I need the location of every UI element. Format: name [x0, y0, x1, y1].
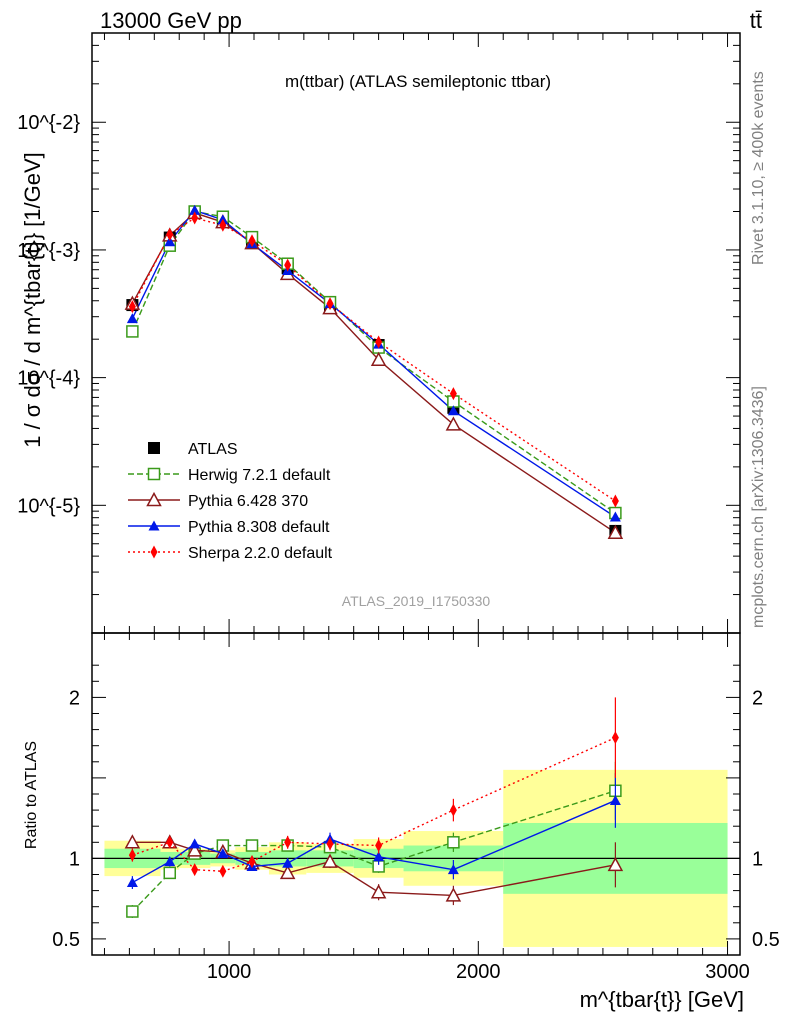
- data-point: [447, 405, 459, 416]
- ratio-series-line: [132, 799, 616, 884]
- data-point: [445, 887, 462, 902]
- ratio-tick-label-right: 0.5: [752, 929, 780, 951]
- data-point: [322, 853, 338, 868]
- data-point: [326, 837, 334, 851]
- data-point: [126, 325, 139, 338]
- data-point: [128, 848, 136, 862]
- x-tick-label: 2000: [456, 961, 501, 983]
- y-tick-label: 10^{-2}: [17, 112, 80, 134]
- data-point: [148, 442, 160, 454]
- data-point: [245, 839, 259, 852]
- ratio-tick-label-right: 1: [752, 848, 763, 870]
- ratio-series-line: [132, 841, 616, 897]
- x-tick-label: 3000: [705, 961, 750, 983]
- legend-label: Pythia 6.428 370: [188, 493, 308, 510]
- legend: ATLAS Herwig 7.2.1 default Pythia 6.428 37…: [128, 441, 333, 562]
- ratio-tick-label: 2: [69, 687, 80, 709]
- y-tick-label: 10^{-4}: [17, 368, 80, 390]
- data-point: [449, 387, 457, 401]
- data-point: [186, 842, 203, 857]
- data-point: [219, 864, 227, 878]
- data-point: [375, 335, 383, 349]
- data-point: [375, 839, 383, 853]
- data-point: [191, 863, 199, 877]
- data-point: [370, 884, 387, 899]
- data-point: [189, 838, 201, 849]
- mcplots-label: mcplots.cern.ch [arXiv:1306.3436]: [750, 386, 767, 628]
- ratio-series-line: [132, 737, 616, 872]
- data-point: [609, 794, 621, 805]
- data-point: [607, 856, 624, 872]
- legend-label: Herwig 7.2.1 default: [188, 467, 331, 484]
- data-point: [447, 836, 460, 849]
- data-point: [150, 545, 158, 559]
- data-point: [326, 297, 334, 311]
- header-energy-label: 13000 GeV pp: [100, 8, 242, 33]
- data-point: [189, 204, 201, 215]
- chart-title: m(ttbar) (ATLAS semileptonic ttbar): [285, 72, 551, 91]
- rivet-version-label: Rivet 3.1.10, ≥ 400k events: [750, 71, 767, 265]
- data-point: [284, 835, 292, 849]
- series-line: [131, 217, 616, 502]
- data-point: [611, 494, 619, 508]
- data-point: [447, 864, 459, 875]
- header-process-label: tt̄: [750, 8, 762, 33]
- y-tick-label: 10^{-3}: [17, 240, 80, 262]
- data-point: [445, 416, 462, 431]
- data-point: [126, 313, 138, 324]
- data-point: [248, 855, 256, 869]
- data-point: [163, 866, 177, 880]
- data-point: [611, 731, 619, 745]
- data-point: [219, 218, 227, 232]
- main-frame: [91, 32, 741, 634]
- data-point: [191, 211, 199, 225]
- watermark: ATLAS_2019_I1750330: [342, 593, 491, 609]
- data-point: [607, 524, 624, 539]
- y-tick-label: 10^{-5}: [17, 495, 80, 517]
- data-point: [279, 864, 296, 880]
- x-axis-label: m^{tbar{t}} [GeV]: [580, 987, 744, 1012]
- data-point: [147, 467, 161, 481]
- ratio-y-axis-label: Ratio to ATLAS: [23, 741, 40, 849]
- ratio-tick-label: 1: [69, 848, 80, 870]
- series-line: [131, 212, 616, 534]
- main-panel: 10^{-5} 10^{-4} 10^{-3} 10^{-2} m(ttbar) (A…: [17, 32, 741, 634]
- data-point: [166, 835, 174, 849]
- ratio-tick-label: 0.5: [52, 929, 80, 951]
- data-point: [146, 491, 162, 507]
- series-line: [131, 210, 616, 514]
- data-point: [282, 857, 294, 868]
- data-point: [124, 834, 141, 849]
- y-axis-label: 1 / σ dσ / d m^{tbar{t}} [1/GeV]: [20, 152, 45, 448]
- data-point: [128, 300, 136, 314]
- data-point: [609, 511, 621, 522]
- data-point: [126, 905, 139, 918]
- data-point: [126, 877, 138, 888]
- data-point: [164, 236, 176, 247]
- data-point: [449, 803, 457, 817]
- data-point: [164, 856, 176, 867]
- data-point: [148, 520, 160, 531]
- legend-label: ATLAS: [188, 441, 238, 458]
- data-point: [248, 234, 256, 248]
- x-tick-label: 1000: [207, 961, 252, 983]
- legend-label: Pythia 8.308 default: [188, 519, 330, 536]
- data-point: [166, 228, 174, 242]
- data-point: [370, 351, 387, 367]
- legend-label: Sherpa 2.2.0 default: [188, 545, 333, 562]
- data-point: [284, 258, 292, 272]
- ratio-tick-label-right: 2: [752, 687, 763, 709]
- data-point: [217, 848, 229, 859]
- data-point: [373, 851, 385, 862]
